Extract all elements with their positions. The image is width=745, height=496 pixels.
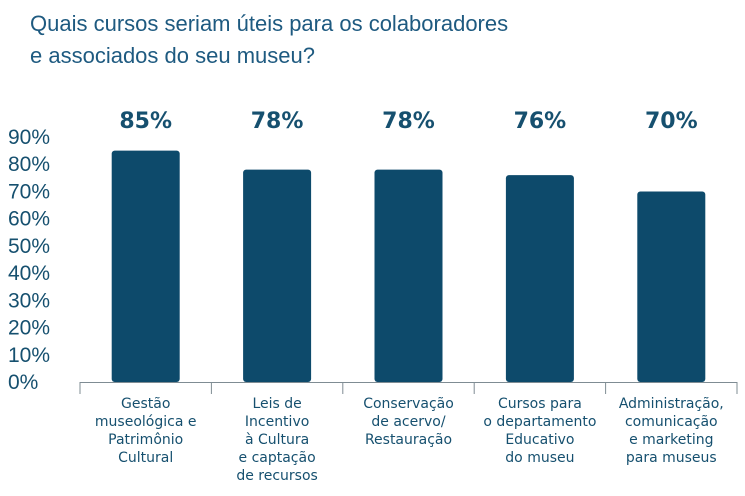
category-label-line: e captação (239, 450, 316, 466)
category-label-line: do museu (505, 450, 574, 466)
bar (111, 150, 180, 382)
category-label-line: comunicação (625, 414, 718, 430)
category-label: Cursos para o departamento Educativo do mus… (483, 396, 596, 466)
chart-title-line-1: Quais cursos seriam úteis para os colabo… (30, 11, 509, 36)
category-label-line: Conservação (363, 396, 454, 412)
y-tick-label: 60% (8, 208, 50, 231)
category-label-line: Educativo (505, 432, 574, 448)
value-label: 76% (514, 109, 567, 134)
category-label-line: o departamento (483, 414, 596, 430)
category-label-line: Gestão (121, 396, 170, 412)
y-tick-label: 80% (8, 153, 50, 176)
y-tick-label: 40% (8, 262, 50, 285)
bar (374, 169, 443, 382)
y-tick-label: 90% (8, 126, 50, 149)
y-tick-label: 70% (8, 180, 50, 203)
category-label: Leis de Incentivo à Cultura e captação de re… (236, 396, 318, 484)
category-label-line: de acervo/ (371, 414, 445, 430)
y-tick-label: 20% (8, 317, 50, 340)
value-label: 78% (382, 109, 435, 134)
value-label: 78% (251, 109, 304, 134)
chart-title: Quais cursos seriam úteis para os colabo… (30, 8, 508, 72)
category-label-line: Restauração (365, 432, 452, 448)
category-label-line: Administração, (619, 396, 724, 412)
category-label: Conservação de acervo/Restauração (363, 396, 454, 448)
category-label-line: Leis de (252, 396, 301, 412)
value-label: 85% (119, 109, 172, 134)
category-label-line: museológica e (95, 414, 197, 430)
y-tick-label: 30% (8, 289, 50, 312)
category-label-line: e marketing (629, 432, 713, 448)
bar (505, 175, 574, 382)
bar (243, 169, 312, 382)
value-label: 70% (645, 109, 698, 134)
category-label-line: para museus (626, 450, 717, 466)
y-tick-label: 10% (8, 344, 50, 367)
y-tick-label: 0% (8, 371, 38, 394)
category-label-line: Cultural (118, 450, 173, 466)
bar (637, 191, 706, 382)
category-label: Gestão museológica e Patrimônio Cultural (95, 396, 197, 466)
category-label-line: de recursos (236, 468, 318, 484)
category-label-line: à Cultura (245, 432, 309, 448)
category-label-line: Cursos para (498, 396, 582, 412)
chart-title-line-2: e associados do seu museu? (30, 43, 315, 68)
category-label: Administração, comunicação e marketing para… (619, 396, 724, 466)
category-label-line: Patrimônio (108, 432, 183, 448)
y-tick-label: 50% (8, 235, 50, 258)
category-label-line: Incentivo (245, 414, 309, 430)
